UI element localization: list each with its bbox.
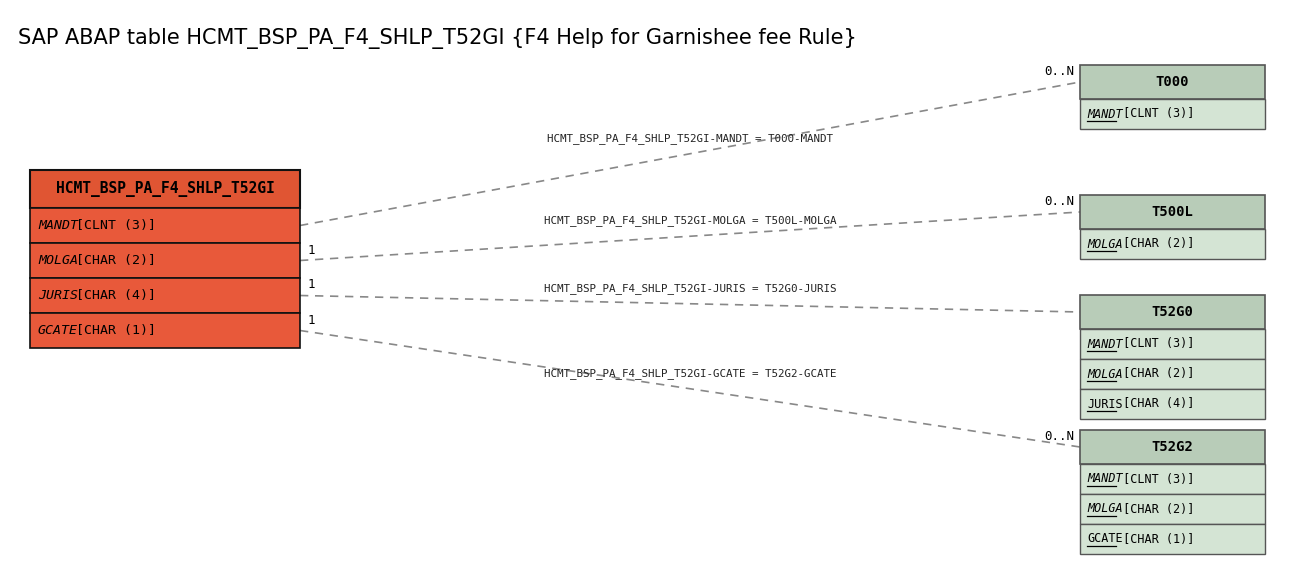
Text: MOLGA: MOLGA: [37, 254, 79, 267]
Text: T000: T000: [1156, 75, 1190, 89]
Bar: [30, 243, 300, 278]
Text: HCMT_BSP_PA_F4_SHLP_T52GI-MANDT = T000-MANDT: HCMT_BSP_PA_F4_SHLP_T52GI-MANDT = T000-M…: [547, 133, 833, 144]
Text: HCMT_BSP_PA_F4_SHLP_T52GI-JURIS = T52G0-JURIS: HCMT_BSP_PA_F4_SHLP_T52GI-JURIS = T52G0-…: [544, 283, 837, 294]
Bar: [30, 278, 300, 313]
Text: MOLGA: MOLGA: [1087, 368, 1123, 381]
Text: [CHAR (1)]: [CHAR (1)]: [68, 324, 156, 337]
Bar: [30, 208, 300, 243]
Text: [CLNT (3)]: [CLNT (3)]: [1115, 472, 1194, 486]
Text: HCMT_BSP_PA_F4_SHLP_T52GI-GCATE = T52G2-GCATE: HCMT_BSP_PA_F4_SHLP_T52GI-GCATE = T52G2-…: [544, 368, 837, 379]
Text: JURIS: JURIS: [1087, 397, 1123, 411]
Text: MOLGA: MOLGA: [1087, 503, 1123, 515]
Text: MANDT: MANDT: [1087, 107, 1123, 120]
Text: [CHAR (4)]: [CHAR (4)]: [1115, 397, 1194, 411]
Text: T500L: T500L: [1151, 205, 1194, 219]
Text: [CHAR (2)]: [CHAR (2)]: [68, 254, 156, 267]
Text: [CLNT (3)]: [CLNT (3)]: [1115, 107, 1194, 120]
Text: [CHAR (4)]: [CHAR (4)]: [68, 289, 156, 302]
Bar: [1080, 494, 1265, 524]
Bar: [1080, 99, 1265, 129]
Text: [CHAR (2)]: [CHAR (2)]: [1115, 503, 1194, 515]
Text: [CHAR (1)]: [CHAR (1)]: [1115, 533, 1194, 546]
Bar: [30, 313, 300, 348]
Bar: [1080, 524, 1265, 554]
Text: HCMT_BSP_PA_F4_SHLP_T52GI: HCMT_BSP_PA_F4_SHLP_T52GI: [55, 181, 275, 197]
Text: 0..N: 0..N: [1044, 65, 1074, 78]
Text: MOLGA: MOLGA: [1087, 238, 1123, 250]
Bar: [1080, 295, 1265, 329]
Text: MANDT: MANDT: [1087, 472, 1123, 486]
Text: HCMT_BSP_PA_F4_SHLP_T52GI-MOLGA = T500L-MOLGA: HCMT_BSP_PA_F4_SHLP_T52GI-MOLGA = T500L-…: [544, 216, 837, 226]
Text: 1: 1: [308, 314, 316, 327]
Bar: [1080, 359, 1265, 389]
Text: MANDT: MANDT: [37, 219, 79, 232]
Text: T52G2: T52G2: [1151, 440, 1194, 454]
Text: 1: 1: [308, 243, 316, 256]
Text: [CHAR (2)]: [CHAR (2)]: [1115, 368, 1194, 381]
Text: 1: 1: [308, 278, 316, 292]
Bar: [1080, 229, 1265, 259]
Text: [CLNT (3)]: [CLNT (3)]: [1115, 338, 1194, 350]
Bar: [1080, 65, 1265, 99]
Bar: [1080, 195, 1265, 229]
Text: JURIS: JURIS: [37, 289, 79, 302]
Text: MANDT: MANDT: [1087, 338, 1123, 350]
Text: SAP ABAP table HCMT_BSP_PA_F4_SHLP_T52GI {F4 Help for Garnishee fee Rule}: SAP ABAP table HCMT_BSP_PA_F4_SHLP_T52GI…: [18, 28, 857, 49]
Text: 0..N: 0..N: [1044, 430, 1074, 443]
Text: GCATE: GCATE: [37, 324, 79, 337]
Bar: [1080, 464, 1265, 494]
Text: [CLNT (3)]: [CLNT (3)]: [68, 219, 156, 232]
Text: [CHAR (2)]: [CHAR (2)]: [1115, 238, 1194, 250]
Bar: [1080, 329, 1265, 359]
Bar: [1080, 430, 1265, 464]
Text: 0..N: 0..N: [1044, 195, 1074, 208]
Text: GCATE: GCATE: [1087, 533, 1123, 546]
Text: T52G0: T52G0: [1151, 305, 1194, 319]
Bar: [1080, 389, 1265, 419]
Bar: [30, 170, 300, 208]
